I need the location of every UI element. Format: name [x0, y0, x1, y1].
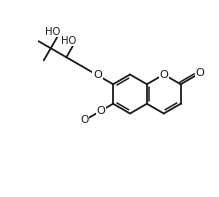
Text: O: O: [80, 115, 89, 125]
Text: O: O: [93, 70, 102, 80]
Text: O: O: [97, 106, 105, 116]
Text: O: O: [195, 68, 204, 78]
Text: HO: HO: [61, 35, 76, 46]
Text: HO: HO: [45, 27, 60, 36]
Text: O: O: [159, 70, 168, 80]
